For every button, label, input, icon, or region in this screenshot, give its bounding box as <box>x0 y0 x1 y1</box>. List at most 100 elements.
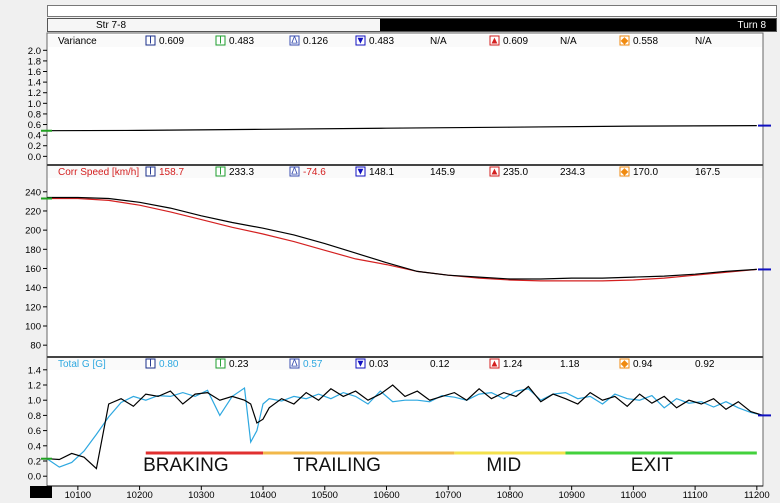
down-icon-glyph: ▼ <box>356 167 366 178</box>
y-tick-label: 0.2 <box>28 457 41 468</box>
range-icon <box>619 358 630 369</box>
x-tick-label: 10500 <box>312 490 338 501</box>
y-tick-label: 0.8 <box>28 109 41 120</box>
y-tick-label: 0.0 <box>28 152 41 163</box>
up-icon-glyph: ▲ <box>490 167 500 178</box>
panel-title: Variance <box>58 36 97 47</box>
avg-icon <box>215 166 226 177</box>
down-icon <box>355 358 366 369</box>
avg-icon <box>215 358 226 369</box>
range-icon-glyph: ◆ <box>621 36 629 47</box>
stat-value: 158.7 <box>159 167 184 178</box>
x-tick-label: 10700 <box>435 490 461 501</box>
phase-label: BRAKING <box>143 455 229 476</box>
down-icon <box>355 166 366 177</box>
panel-header <box>48 166 762 178</box>
y-tick-label: 160 <box>25 264 41 275</box>
y-tick-label: 1.8 <box>28 56 41 67</box>
series-line-0 <box>46 125 757 132</box>
y-tick-label: 100 <box>25 321 41 332</box>
stat-value: N/A <box>560 36 577 47</box>
stat-value: 0.609 <box>159 36 184 47</box>
stat-value: 0.483 <box>229 36 254 47</box>
y-tick-label: 1.0 <box>28 99 41 110</box>
stat-value: 0.12 <box>430 359 450 370</box>
panel-header <box>48 358 762 370</box>
stat-value: 0.03 <box>369 359 389 370</box>
range-icon-glyph: ◆ <box>621 167 629 178</box>
y-tick-label: 1.2 <box>28 381 41 392</box>
stat-value: N/A <box>695 36 712 47</box>
phase-label: EXIT <box>631 455 674 476</box>
stat-value: 234.3 <box>560 167 585 178</box>
y-tick-label: 220 <box>25 206 41 217</box>
range-icon <box>619 35 630 46</box>
up-icon <box>489 35 500 46</box>
delta-icon-glyph: Δ <box>291 359 298 370</box>
stat-value: 0.23 <box>229 359 249 370</box>
y-tick-label: 120 <box>25 302 41 313</box>
stat-value: 1.24 <box>503 359 523 370</box>
y-tick-label: 180 <box>25 245 41 256</box>
y-tick-label: 0.4 <box>28 131 41 142</box>
x-tick-label: 10300 <box>188 490 214 501</box>
stat-value: N/A <box>430 36 447 47</box>
stat-value: 0.609 <box>503 36 528 47</box>
panel-header <box>48 35 762 47</box>
y-tick-label: 0.6 <box>28 120 41 131</box>
avg-icon-glyph: I <box>219 36 222 47</box>
min-icon-glyph: I <box>149 359 152 370</box>
segment-left[interactable]: Str 7-8 <box>48 19 380 31</box>
stat-value: -74.6 <box>303 167 326 178</box>
stat-value: 0.92 <box>695 359 715 370</box>
down-icon-glyph: ▼ <box>356 359 366 370</box>
y-tick-label: 240 <box>25 187 41 198</box>
y-tick-label: 0.0 <box>28 472 41 483</box>
min-icon-glyph: I <box>149 167 152 178</box>
unit-label: foot <box>33 487 49 498</box>
y-tick-label: 0.6 <box>28 426 41 437</box>
stat-value: 0.483 <box>369 36 394 47</box>
stat-value: 0.80 <box>159 359 179 370</box>
stat-value: 148.1 <box>369 167 394 178</box>
avg-icon <box>215 35 226 46</box>
avg-icon-glyph: I <box>219 167 222 178</box>
up-icon-glyph: ▲ <box>490 359 500 370</box>
y-tick-label: 0.2 <box>28 141 41 152</box>
stat-value: 0.94 <box>633 359 653 370</box>
y-tick-label: 1.0 <box>28 396 41 407</box>
up-icon-glyph: ▲ <box>490 36 500 47</box>
series-line-1 <box>47 196 757 280</box>
y-tick-label: 200 <box>25 226 41 237</box>
down-icon <box>355 35 366 46</box>
y-tick-label: 2.0 <box>28 46 41 57</box>
x-tick-label: 10900 <box>558 490 584 501</box>
x-tick-label: 11200 <box>744 490 770 501</box>
segment-bar[interactable]: Str 7-8 Turn 8 <box>47 18 777 32</box>
segment-right[interactable]: Turn 8 <box>380 19 776 31</box>
unit-badge <box>30 486 52 498</box>
series-line-0 <box>46 386 764 468</box>
toolbar-strip <box>47 5 777 17</box>
stat-value: 0.126 <box>303 36 328 47</box>
panel-title: Total G [G] <box>58 359 106 370</box>
y-tick-label: 1.4 <box>28 78 41 89</box>
up-icon <box>489 358 500 369</box>
phase-label: MID <box>486 455 521 476</box>
y-tick-label: 140 <box>25 283 41 294</box>
y-tick-label: 0.4 <box>28 441 41 452</box>
panel-title: Corr Speed [km/h] <box>58 167 139 178</box>
avg-icon-glyph: I <box>219 359 222 370</box>
down-icon-glyph: ▼ <box>356 36 366 47</box>
range-icon-glyph: ◆ <box>621 359 629 370</box>
delta-icon <box>289 358 300 369</box>
delta-icon <box>289 166 300 177</box>
min-icon <box>145 35 156 46</box>
y-tick-label: 0.8 <box>28 411 41 422</box>
stat-value: 235.0 <box>503 167 528 178</box>
x-tick-label: 11100 <box>683 490 708 501</box>
y-tick-label: 1.6 <box>28 67 41 78</box>
stat-value: 233.3 <box>229 167 254 178</box>
phase-label: TRAILING <box>293 455 381 476</box>
